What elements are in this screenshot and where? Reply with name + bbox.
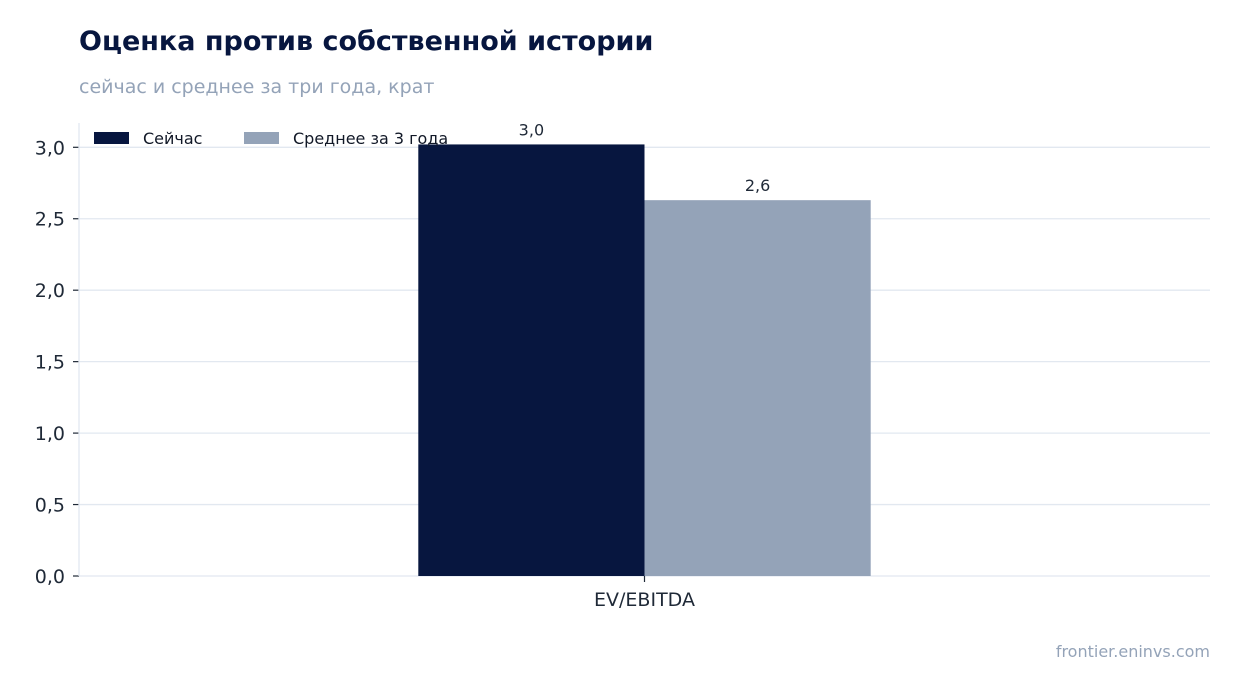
- legend-label: Сейчас: [143, 129, 202, 148]
- chart-title: Оценка против собственной истории: [79, 26, 654, 57]
- bar-data-label: 3,0: [519, 120, 544, 139]
- source-footer: frontier.eninvs.com: [1055, 642, 1210, 661]
- y-tick-label: 1,0: [35, 423, 65, 445]
- bar: [644, 200, 871, 577]
- legend-swatch: [244, 132, 279, 144]
- bar: [418, 144, 645, 576]
- y-tick-label: 2,5: [35, 209, 65, 231]
- legend-swatch: [94, 132, 129, 144]
- y-tick-label: 0,5: [35, 495, 65, 517]
- y-tick-label: 0,0: [35, 566, 65, 588]
- y-tick-label: 3,0: [35, 137, 65, 159]
- chart-subtitle: сейчас и среднее за три года, крат: [79, 76, 435, 98]
- bar-data-label: 2,6: [745, 176, 770, 195]
- legend-label: Среднее за 3 года: [293, 129, 448, 148]
- y-tick-label: 2,0: [35, 280, 65, 302]
- x-category-label: EV/EBITDA: [594, 589, 695, 611]
- y-tick-label: 1,5: [35, 352, 65, 374]
